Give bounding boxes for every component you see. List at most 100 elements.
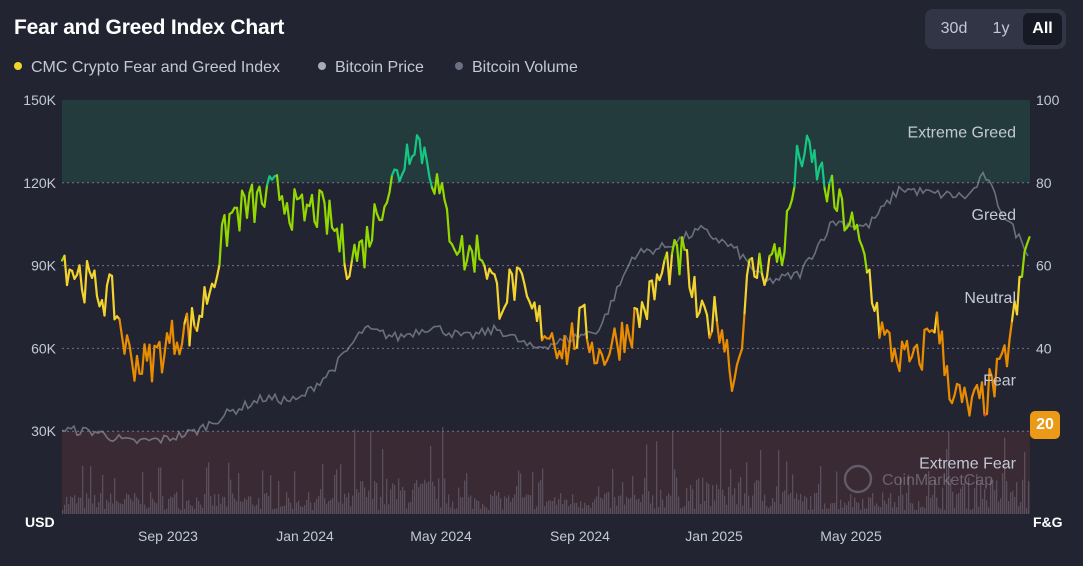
volume-bar xyxy=(534,509,536,514)
volume-bar xyxy=(636,499,638,514)
volume-bar xyxy=(768,508,770,514)
fear-greed-segment xyxy=(638,301,644,329)
volume-bar xyxy=(964,481,966,514)
fear-greed-segment xyxy=(860,245,866,256)
fear-greed-segment xyxy=(825,182,831,203)
volume-bar xyxy=(134,493,136,514)
legend-item-fear-greed[interactable]: CMC Crypto Fear and Greed Index xyxy=(14,59,280,77)
volume-bar xyxy=(62,509,64,514)
volume-bar xyxy=(206,467,208,514)
fear-greed-segment xyxy=(970,388,976,399)
volume-bar xyxy=(972,508,974,514)
volume-bar xyxy=(362,481,364,514)
range-1y-button[interactable]: 1y xyxy=(992,20,1010,37)
volume-bar xyxy=(796,493,798,514)
fear-greed-segment xyxy=(440,182,446,201)
volume-bar xyxy=(470,495,472,514)
volume-bar xyxy=(458,487,460,514)
range-30d-button[interactable]: 30d xyxy=(940,20,968,37)
volume-bar xyxy=(232,493,234,514)
volume-bar xyxy=(338,502,340,514)
volume-bar xyxy=(978,506,980,514)
volume-bar xyxy=(974,487,976,514)
volume-bar xyxy=(262,470,264,514)
volume-bar xyxy=(730,469,732,514)
legend-dot xyxy=(455,62,463,70)
fear-greed-segment xyxy=(780,251,786,267)
volume-bar xyxy=(660,489,662,514)
volume-bar xyxy=(198,501,200,514)
volume-bar xyxy=(536,506,538,514)
volume-bar xyxy=(444,478,446,514)
volume-bar xyxy=(538,482,540,514)
fear-greed-segment xyxy=(898,340,904,373)
legend-item-bitcoin-volume[interactable]: Bitcoin Volume xyxy=(455,59,578,77)
fear-greed-segment xyxy=(463,259,469,271)
volume-bar xyxy=(384,504,386,514)
fear-greed-segment xyxy=(93,269,99,298)
volume-bar xyxy=(294,471,296,514)
fear-greed-segment xyxy=(505,268,511,304)
fear-greed-segment xyxy=(670,239,676,255)
volume-bar xyxy=(916,509,918,514)
volume-bar xyxy=(948,431,950,514)
volume-bar xyxy=(152,498,154,514)
volume-bar xyxy=(516,486,518,514)
fear-greed-segment xyxy=(758,252,764,276)
volume-bar xyxy=(702,477,704,514)
legend-item-bitcoin-price[interactable]: Bitcoin Price xyxy=(318,59,424,77)
volume-bar xyxy=(902,494,904,514)
volume-bar xyxy=(912,503,914,514)
fear-greed-segment xyxy=(445,208,451,243)
volume-bar xyxy=(270,475,272,514)
volume-bar xyxy=(480,508,482,514)
legend-dot xyxy=(318,62,326,70)
fear-greed-segment xyxy=(218,223,224,266)
volume-bar xyxy=(878,506,880,514)
volume-bar xyxy=(430,446,432,514)
volume-bar xyxy=(860,509,862,514)
fear-greed-segment xyxy=(800,153,806,168)
volume-bar xyxy=(100,493,102,514)
volume-bar xyxy=(858,502,860,514)
volume-bar xyxy=(158,467,160,514)
fear-greed-segment xyxy=(795,144,801,160)
volume-bar xyxy=(678,496,680,514)
volume-bar xyxy=(1004,437,1006,514)
volume-bar xyxy=(188,499,190,514)
volume-bar xyxy=(176,492,178,514)
fear-greed-segment xyxy=(963,386,969,402)
fear-greed-segment xyxy=(388,174,394,194)
volume-bar xyxy=(872,493,874,514)
fear-greed-segment xyxy=(205,292,211,305)
volume-bar xyxy=(1002,473,1004,514)
fear-greed-segment xyxy=(213,275,219,289)
fear-greed-line xyxy=(60,134,1031,417)
volume-bar xyxy=(940,509,942,514)
volume-bar xyxy=(856,502,858,514)
volume-bar xyxy=(634,494,636,514)
volume-bar xyxy=(464,480,466,514)
fear-greed-segment xyxy=(110,274,116,321)
volume-bar xyxy=(142,471,144,514)
volume-bar xyxy=(888,497,890,514)
volume-bar xyxy=(512,497,514,514)
volume-bar xyxy=(440,507,442,514)
volume-bar xyxy=(82,465,84,514)
fear-greed-segment xyxy=(803,134,809,156)
volume-bar xyxy=(144,504,146,514)
fear-greed-segment xyxy=(830,174,836,209)
volume-bar xyxy=(220,503,222,514)
volume-bar xyxy=(350,506,352,514)
volume-bar xyxy=(412,489,414,514)
fear-greed-segment xyxy=(475,234,481,261)
fear-greed-segment xyxy=(630,306,636,349)
volume-bar xyxy=(376,482,378,514)
volume-bar xyxy=(292,508,294,514)
range-all-button[interactable]: All xyxy=(1023,13,1062,45)
volume-bar xyxy=(416,480,418,514)
volume-bar xyxy=(224,496,226,514)
fear-greed-segment xyxy=(160,353,166,374)
volume-bar xyxy=(606,492,608,514)
volume-bar xyxy=(548,500,550,514)
